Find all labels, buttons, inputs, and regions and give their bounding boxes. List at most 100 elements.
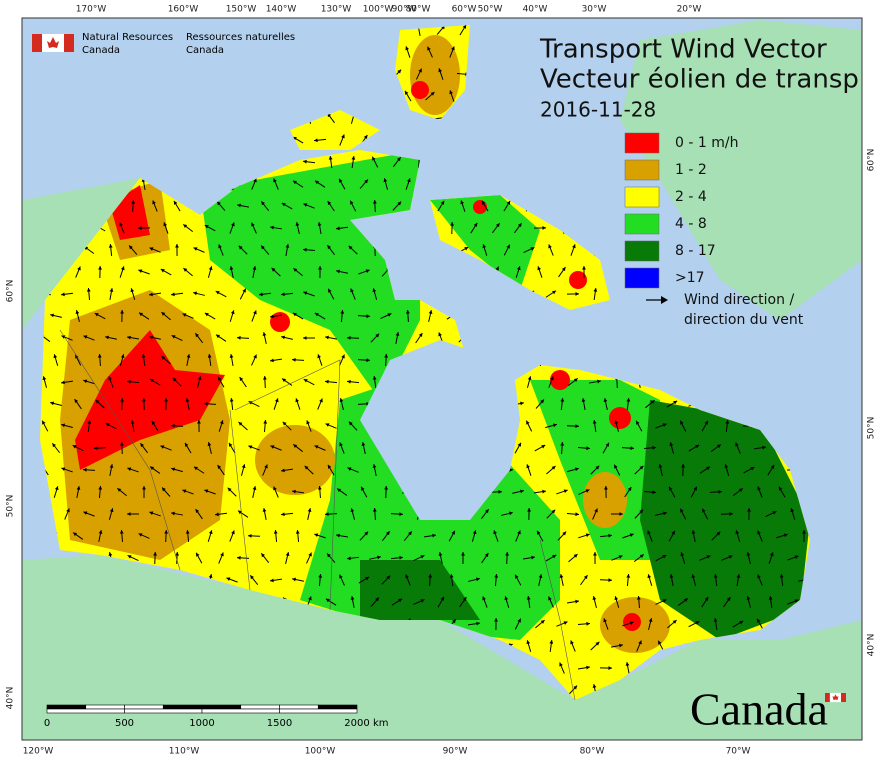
wind-arrowhead bbox=[647, 530, 651, 535]
wind-arrowhead bbox=[794, 599, 799, 603]
wind-arrowhead bbox=[339, 398, 344, 403]
wind-arrowhead bbox=[215, 291, 220, 295]
wind-arrowhead bbox=[626, 398, 631, 402]
wind-arrowhead bbox=[341, 134, 345, 139]
wind-arrowhead bbox=[713, 618, 718, 622]
wind-arrowhead bbox=[603, 618, 607, 623]
wind-arrowhead bbox=[608, 578, 612, 583]
wind-arrowhead bbox=[127, 379, 131, 384]
wind-arrowhead bbox=[336, 269, 340, 274]
wind-arrowhead bbox=[757, 618, 761, 623]
wind-arrowhead bbox=[515, 574, 519, 579]
wind-arrowhead bbox=[619, 643, 623, 648]
wind-arrowhead bbox=[87, 420, 92, 424]
wind-arrowhead bbox=[440, 596, 444, 601]
wind-arrowhead bbox=[548, 596, 552, 601]
wind-arrowhead bbox=[629, 621, 634, 625]
wind-arrowhead bbox=[216, 334, 220, 339]
wind-arrowhead bbox=[494, 574, 499, 578]
wind-arrowhead bbox=[163, 222, 167, 227]
wind-arrowhead bbox=[451, 46, 455, 51]
wind-arrowhead bbox=[559, 662, 563, 667]
wind-arrowhead bbox=[542, 489, 546, 494]
scale-label: 2000 bbox=[344, 718, 369, 729]
legend-swatch bbox=[624, 132, 660, 154]
flag-bar bbox=[825, 693, 830, 702]
wind-arrowhead bbox=[197, 376, 202, 381]
legend: 0 - 1 m/h 1 - 2 2 - 4 4 - 8 8 - 17 >17 bbox=[624, 132, 738, 289]
wind-arrowhead bbox=[662, 555, 667, 559]
wind-arrowhead bbox=[563, 621, 568, 625]
wind-arrowhead bbox=[570, 640, 574, 645]
wind-arrowhead bbox=[282, 421, 287, 426]
wind-arrowhead bbox=[473, 222, 478, 227]
wind-arrowhead bbox=[573, 685, 578, 690]
scale-segment bbox=[201, 704, 242, 710]
wind-arrowhead bbox=[226, 577, 231, 581]
wind-arrowhead bbox=[704, 420, 708, 425]
zone-red bbox=[270, 312, 290, 332]
wind-arrowhead bbox=[505, 552, 510, 556]
wind-arrowhead bbox=[361, 442, 366, 446]
wind-arrowhead bbox=[339, 442, 343, 447]
wind-arrowhead bbox=[639, 509, 644, 514]
wind-arrowhead bbox=[149, 335, 153, 340]
wind-arrowhead bbox=[253, 354, 257, 359]
province-border bbox=[539, 539, 576, 701]
wind-arrowhead bbox=[594, 508, 598, 513]
wind-arrowhead bbox=[195, 333, 200, 338]
wind-arrowhead bbox=[605, 442, 609, 447]
wind-arrowhead bbox=[314, 533, 319, 538]
wind-arrowhead bbox=[383, 178, 388, 183]
wind-arrowhead bbox=[531, 555, 535, 560]
wind-arrowhead bbox=[337, 488, 342, 493]
graticule-label: 60°W bbox=[452, 5, 477, 15]
wind-arrowhead bbox=[630, 446, 634, 451]
scale-segment bbox=[124, 708, 203, 714]
wind-arrowhead bbox=[73, 532, 78, 537]
wind-arrowhead bbox=[347, 467, 352, 471]
wind-arrowhead bbox=[130, 420, 135, 424]
wind-arrowhead bbox=[530, 247, 535, 251]
wind-arrowhead bbox=[231, 530, 235, 535]
wind-arrowhead bbox=[561, 267, 566, 272]
wind-arrowhead bbox=[195, 509, 200, 514]
map-body bbox=[22, 18, 862, 740]
wind-arrowhead bbox=[662, 599, 667, 603]
wind-arrowhead bbox=[572, 244, 576, 249]
wind-arrowhead bbox=[171, 423, 175, 428]
wind-arrowhead bbox=[702, 508, 706, 513]
wind-arrowhead bbox=[560, 442, 565, 446]
title-en: Transport Wind Vector bbox=[539, 35, 827, 65]
zone-red bbox=[473, 200, 487, 214]
wind-arrowhead bbox=[683, 598, 688, 603]
wind-arrowhead bbox=[585, 533, 590, 538]
wind-arrowhead bbox=[603, 398, 608, 402]
wind-arrowhead bbox=[747, 508, 751, 512]
wind-arrowhead bbox=[303, 291, 308, 295]
wind-arrowhead bbox=[61, 423, 66, 428]
wind-arrowhead bbox=[336, 533, 340, 538]
zone-orange bbox=[255, 425, 335, 495]
wind-arrowhead bbox=[475, 577, 480, 582]
wind-arrowhead bbox=[129, 245, 133, 250]
wind-arrowhead bbox=[372, 464, 377, 468]
wind-arrowhead bbox=[724, 464, 729, 469]
wind-arrowhead bbox=[680, 508, 684, 513]
wind-arrowhead bbox=[802, 530, 806, 534]
wind-arrowhead bbox=[695, 621, 700, 625]
wind-arrowhead bbox=[552, 554, 557, 559]
wind-arrowhead bbox=[317, 222, 322, 226]
wind-arrowhead bbox=[325, 335, 329, 340]
wind-arrowhead bbox=[614, 464, 618, 469]
wind-arrowhead bbox=[460, 200, 465, 205]
wind-arrowhead bbox=[735, 442, 739, 447]
wind-arrowhead bbox=[152, 200, 156, 205]
wind-arrowhead bbox=[768, 596, 773, 600]
map-frame bbox=[21, 17, 863, 741]
flag-bar bbox=[32, 34, 42, 52]
wind-arrowhead bbox=[303, 203, 308, 207]
wind-arrowhead bbox=[375, 597, 379, 602]
wind-arrowhead bbox=[261, 553, 265, 558]
